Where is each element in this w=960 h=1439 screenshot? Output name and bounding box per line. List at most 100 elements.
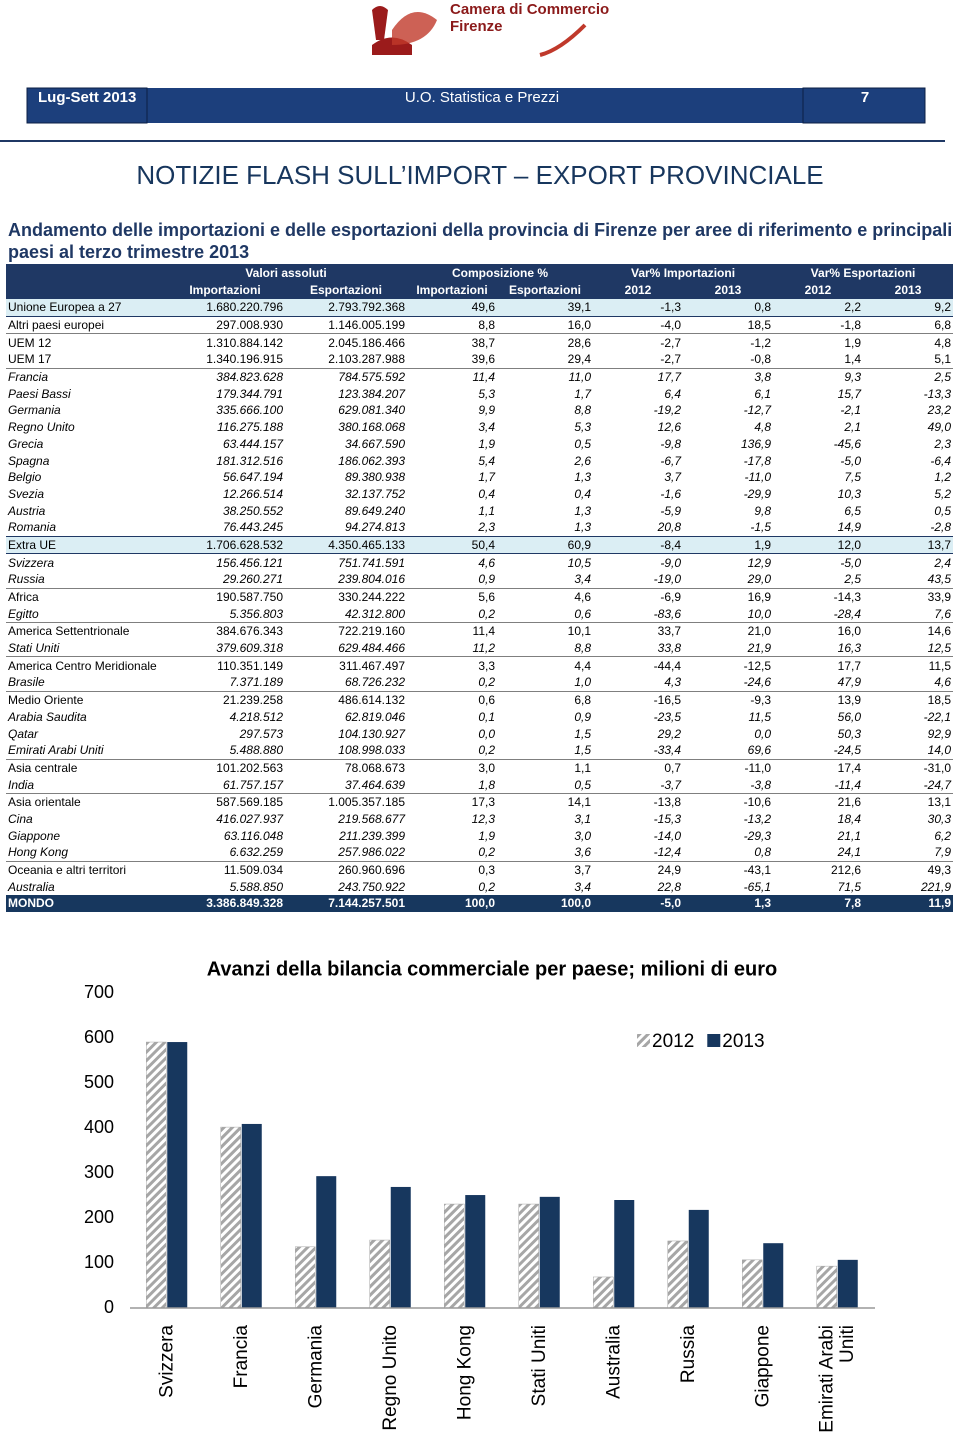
table-row: Asia centrale 101.202.563 78.068.673 3,0 1,1… xyxy=(6,758,954,777)
logo-text: Firenze xyxy=(450,18,503,35)
bar xyxy=(295,1246,316,1309)
table-cell: 16,3 xyxy=(837,641,862,656)
table-row: Germania 335.666.100 629.081.340 9,9 8,8 -19,… xyxy=(6,402,953,419)
table-cell: 4,6 xyxy=(934,675,952,690)
row-label: Svizzera xyxy=(6,553,165,571)
table-cell: 17,3 xyxy=(407,792,497,811)
table-cell: -9,3 xyxy=(683,690,774,709)
table-cell: 5.488.880 xyxy=(229,743,283,758)
table-cell: 136,9 xyxy=(740,436,772,451)
table-cell: 1.310.884.142 xyxy=(165,333,285,352)
table-cell: 110.351.149 xyxy=(165,656,285,675)
subtitle: Andamento delle importazioni e delle esp… xyxy=(8,220,953,262)
table-cell: 2,3 xyxy=(934,436,952,451)
table-cell: 10,5 xyxy=(497,553,594,571)
table-cell: 239.804.016 xyxy=(338,572,405,587)
table-cell: -11,4 xyxy=(834,777,862,792)
row-label: Stati Uniti xyxy=(8,641,60,656)
table-cell: 6,4 xyxy=(664,386,682,401)
row-label: Germania xyxy=(8,403,61,418)
table-cell: 0,2 xyxy=(478,743,495,758)
table-cell: 5.588.850 xyxy=(229,879,283,894)
table-cell: 1.706.628.532 xyxy=(165,535,285,555)
table-cell: 416.027.937 xyxy=(216,811,283,826)
table-row: Unione Europea a 27 1.680.220.796 2.793.79… xyxy=(6,298,954,317)
table-cell: 1,9 xyxy=(478,436,495,451)
table-cell: 0,0 xyxy=(478,726,495,741)
x-tick-label: Germania xyxy=(305,1325,326,1409)
table-cell: 13,7 xyxy=(863,535,954,555)
table-cell: 21,6 xyxy=(773,792,864,811)
table-cell: 1,3 xyxy=(574,470,592,485)
table-cell: -3,8 xyxy=(750,777,772,792)
table-cell: -28,4 xyxy=(833,606,862,621)
table-cell: 2,1 xyxy=(844,420,862,435)
table-cell: -2,1 xyxy=(840,403,862,418)
table-cell: 1,5 xyxy=(574,726,592,741)
table-cell: -29,9 xyxy=(743,486,772,501)
row-label: Grecia xyxy=(8,436,44,451)
table-cell: 34.667.590 xyxy=(344,436,405,451)
row-label: Extra UE xyxy=(6,535,165,555)
x-tick-label: Australia xyxy=(603,1325,624,1399)
table-cell: 179.344.791 xyxy=(216,386,283,401)
row-label: Regno Unito xyxy=(8,420,75,435)
table-cell: 212,6 xyxy=(773,860,864,879)
table-cell: -4,0 xyxy=(593,315,684,334)
bar xyxy=(465,1195,486,1308)
table-cell: 190.587.750 xyxy=(165,587,285,606)
table-cell: 3,4 xyxy=(478,420,495,435)
table-cell: 62.819.046 xyxy=(344,709,405,724)
table-cell: 16,0 xyxy=(497,315,594,334)
table-cell: 78.068.673 xyxy=(285,758,407,777)
table-cell: -29,3 xyxy=(743,828,772,843)
table-cell: 243.750.922 xyxy=(338,879,405,894)
table-cell: 1.680.220.796 xyxy=(165,298,285,317)
table-cell: 3,1 xyxy=(574,811,592,826)
table-cell: 21.239.258 xyxy=(165,690,285,709)
table-row: MONDO 3.386.849.328 7.144.257.501 100,0 100,… xyxy=(6,895,954,912)
bar xyxy=(763,1243,784,1308)
table-cell: 4,8 xyxy=(754,420,772,435)
table-cell: 1,8 xyxy=(478,777,495,792)
y-tick-label: 300 xyxy=(84,1162,114,1182)
table-cell: 11,5 xyxy=(863,656,954,675)
table-cell: 4.350.465.133 xyxy=(285,535,407,555)
table-cell: 5,2 xyxy=(934,486,952,501)
table-cell: 629.484.466 xyxy=(338,641,405,656)
table-cell: 18,5 xyxy=(863,690,954,709)
column-header: 2013 xyxy=(683,281,774,299)
table-cell: -22,1 xyxy=(923,709,952,724)
table-cell: 3,4 xyxy=(574,572,592,587)
table-cell: 380.168.068 xyxy=(338,420,405,435)
table-cell: 9,3 xyxy=(773,367,864,386)
table-cell: 2,2 xyxy=(773,298,864,317)
table-cell: 1.340.196.915 xyxy=(206,352,283,367)
row-label: Oceania e altri territori xyxy=(6,860,165,879)
table-cell: 10,3 xyxy=(837,486,862,501)
table-cell: 50,4 xyxy=(407,535,497,555)
y-tick-label: 100 xyxy=(84,1252,114,1272)
table-cell: 3,7 xyxy=(664,470,682,485)
table-row: Spagna 181.312.516 186.062.393 5,4 2,6 -6,7 -1… xyxy=(6,452,953,469)
row-label: Francia xyxy=(6,367,165,386)
table-cell: 2,3 xyxy=(478,520,495,535)
table-cell: -16,5 xyxy=(593,690,684,709)
table-cell: 0,4 xyxy=(574,486,592,501)
column-header: 2012 xyxy=(593,281,684,299)
table-cell: 0,5 xyxy=(574,777,592,792)
row-label: Brasile xyxy=(8,675,45,690)
header-page: 7 xyxy=(861,89,869,106)
table-cell: -19,0 xyxy=(653,572,682,587)
table-cell: 3.386.849.328 xyxy=(165,895,285,912)
table-cell: 5,4 xyxy=(478,453,495,468)
table-cell: -1,3 xyxy=(593,298,684,317)
table-cell: 0,7 xyxy=(593,758,684,777)
table-cell: 379.609.318 xyxy=(216,641,283,656)
table-cell: 69,6 xyxy=(747,743,772,758)
table-cell: 3,6 xyxy=(574,845,592,860)
bar xyxy=(444,1203,465,1309)
table-cell: 92,9 xyxy=(927,726,952,741)
table-cell: 20,8 xyxy=(657,520,682,535)
table-cell: 1,3 xyxy=(683,895,774,912)
